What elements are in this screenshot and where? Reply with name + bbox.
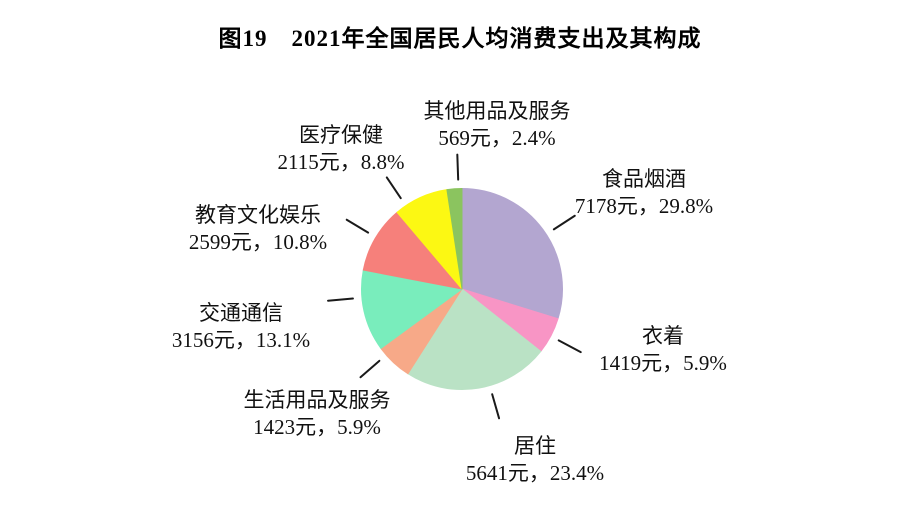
slice-label-other-goods-services: 其他用品及服务 569元，2.4% — [424, 98, 571, 152]
leader-line-4 — [327, 297, 354, 302]
slice-name: 衣着 — [642, 324, 684, 348]
leader-line-1 — [557, 339, 582, 354]
slice-name: 其他用品及服务 — [423, 99, 571, 123]
slice-value: 1419元，5.9% — [599, 351, 727, 375]
leader-line-6 — [385, 176, 402, 200]
leader-line-5 — [345, 218, 370, 234]
slice-name: 生活用品及服务 — [243, 388, 391, 412]
slice-label-transport-communication: 交通通信 3156元，13.1% — [172, 300, 310, 354]
leader-line-3 — [359, 359, 381, 379]
slice-value: 1423元，5.9% — [253, 415, 381, 439]
slice-name: 交通通信 — [199, 301, 283, 325]
pie-slice-4 — [361, 269, 463, 349]
pie-slice-2 — [407, 288, 542, 391]
slice-value: 2115元，8.8% — [277, 150, 405, 174]
slice-name: 居住 — [514, 434, 556, 458]
slice-name: 食品烟酒 — [602, 167, 686, 191]
leader-line-0 — [552, 214, 576, 231]
slice-value: 7178元，29.8% — [574, 194, 714, 218]
slice-name: 医疗保健 — [299, 123, 383, 147]
leader-line-2 — [491, 393, 501, 420]
slice-label-healthcare: 医疗保健 2115元，8.8% — [278, 122, 405, 176]
pie-slice-5 — [362, 211, 463, 290]
pie-slice-7 — [446, 188, 463, 290]
slice-label-household-goods-services: 生活用品及服务 1423元，5.9% — [244, 387, 391, 441]
pie-slice-0 — [461, 188, 563, 320]
slice-name: 教育文化娱乐 — [195, 203, 321, 227]
slice-label-clothing: 衣着 1419元，5.9% — [599, 323, 727, 377]
slice-label-education-culture-entertainment: 教育文化娱乐 2599元，10.8% — [189, 202, 327, 256]
slice-label-food-tobacco: 食品烟酒 7178元，29.8% — [575, 166, 713, 220]
leader-line-7 — [456, 153, 460, 181]
slice-value: 569元，2.4% — [438, 126, 556, 150]
slice-value: 3156元，13.1% — [171, 328, 311, 352]
slice-label-housing: 居住 5641元，23.4% — [466, 433, 604, 487]
slice-value: 2599元，10.8% — [188, 230, 328, 254]
slice-value: 5641元，23.4% — [465, 461, 605, 485]
chart-title: 图19 2021年全国居民人均消费支出及其构成 — [218, 26, 702, 51]
